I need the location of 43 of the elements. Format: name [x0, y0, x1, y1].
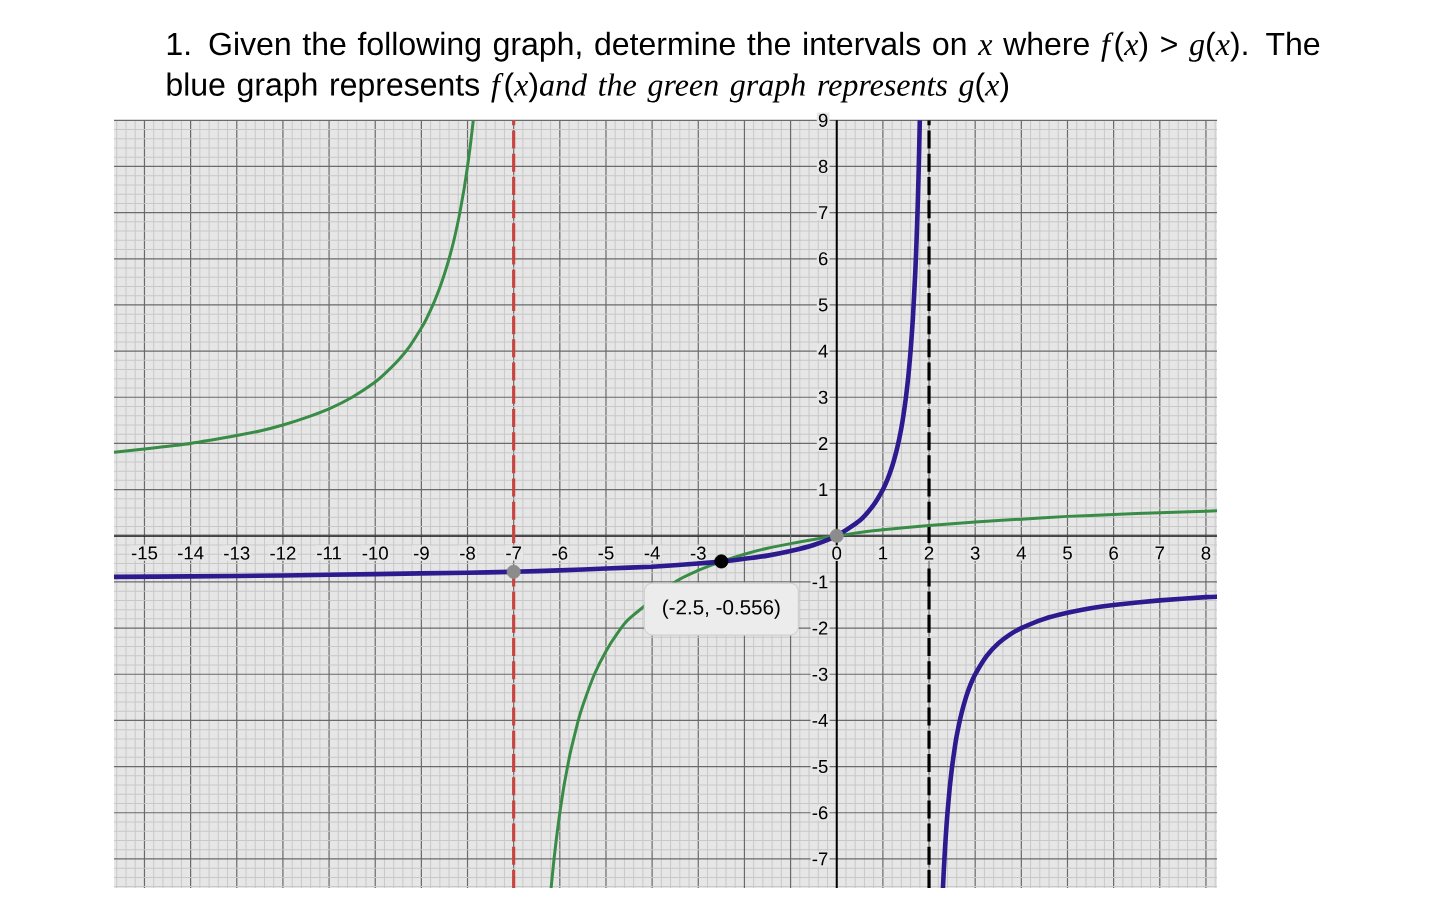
y-tick-label: -5: [812, 760, 828, 774]
chart-title: 1. Given the following graph, determine the intervals on x where f(x) > g(x). The blue graph represents f(x)and the green graph represents g(x): [167, 31, 1320, 103]
x-tick-label: 0: [832, 546, 842, 560]
x-tick-label: 5: [1063, 546, 1072, 560]
x-tick-label: -9: [413, 546, 429, 560]
x-tick-label: -4: [644, 546, 660, 560]
x-tick-label: 7: [1155, 546, 1165, 560]
y-tick-label: -6: [812, 806, 828, 820]
x-tick-label: 3: [970, 546, 980, 560]
x-tick-label: -13: [224, 546, 250, 560]
y-tick-label: 1: [819, 483, 828, 496]
y-tick-label: -4: [812, 714, 828, 727]
x-tick-label: 2: [924, 546, 934, 560]
x-tick-label: 8: [1201, 546, 1211, 560]
point: [714, 554, 729, 569]
y-tick-label: 3: [818, 390, 828, 404]
y-tick-label: -1: [812, 575, 828, 589]
x-tick-label: -5: [598, 546, 614, 560]
y-tick-label: 5: [818, 298, 828, 312]
x-tick-label: 4: [1016, 546, 1026, 560]
x-tick-label: -12: [270, 546, 296, 560]
y-tick-label: -2: [812, 621, 828, 635]
annotation: (-2.5, -0.556): [663, 599, 780, 619]
point: [829, 528, 844, 543]
y-tick-label: -7: [812, 852, 828, 866]
y-tick-label: 6: [818, 252, 828, 266]
x-tick-label: -7: [506, 546, 522, 560]
x-tick-label: 6: [1109, 546, 1118, 560]
y-tick-label: 7: [818, 206, 828, 220]
x-tick-label: -10: [362, 546, 388, 560]
y-tick-label: 2: [818, 436, 828, 450]
y-tick-label: -3: [812, 667, 828, 681]
x-tick-label: -11: [317, 546, 341, 560]
x-tick-label: -3: [690, 546, 706, 560]
x-tick-label: -14: [177, 546, 204, 560]
x-tick-label: -6: [552, 546, 568, 560]
y-tick-label: 9: [818, 113, 828, 127]
x-tick-label: 1: [879, 546, 888, 560]
y-tick-label: 4: [818, 344, 828, 358]
point: [506, 564, 521, 579]
x-tick-label: -8: [460, 546, 475, 560]
x-tick-label: -15: [131, 546, 158, 560]
y-tick-label: 8: [818, 159, 828, 174]
